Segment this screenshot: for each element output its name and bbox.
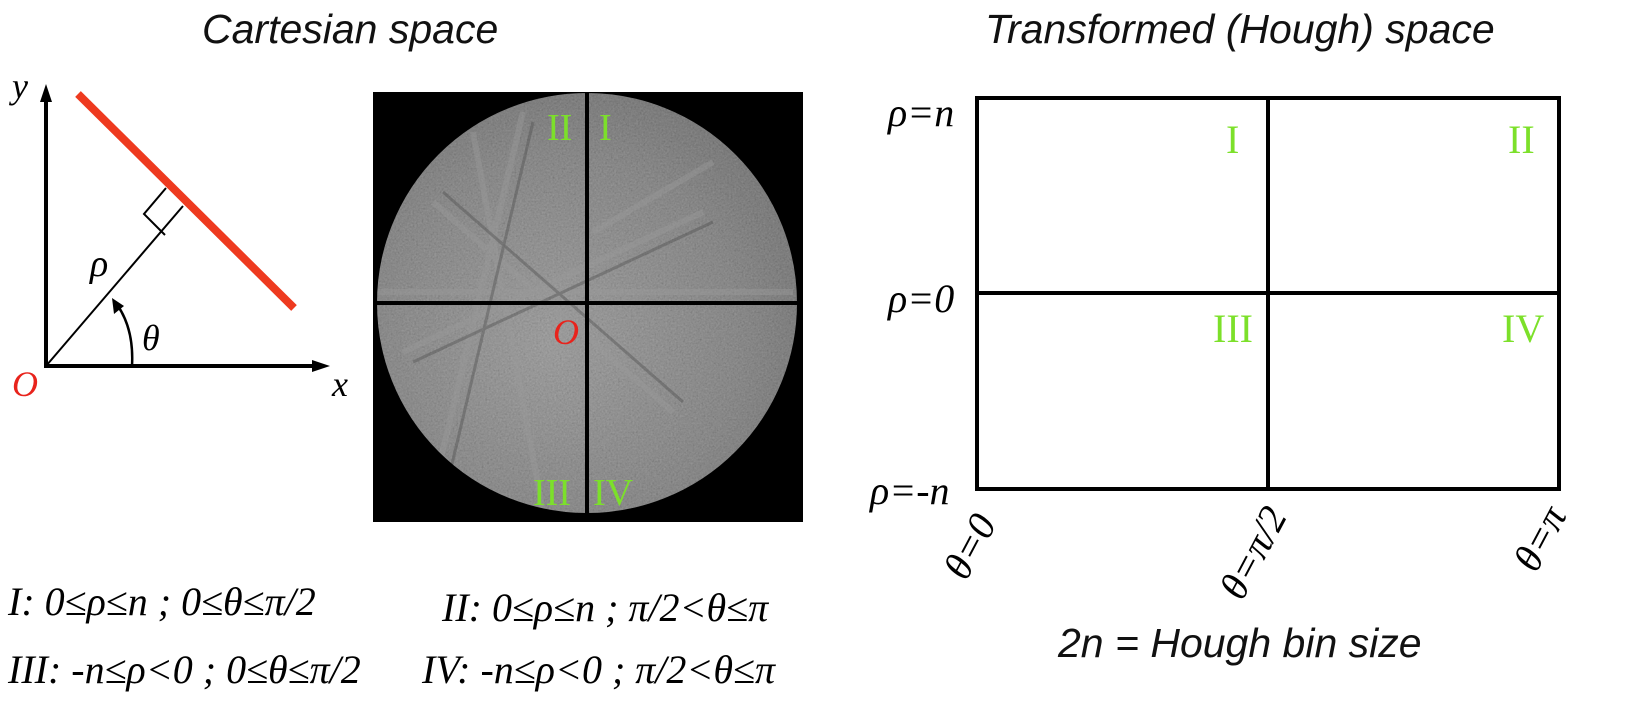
theta-arc xyxy=(116,305,134,367)
hough-quadrant-iv-label: IV xyxy=(1502,306,1544,351)
rho-minus-n-label: ρ=-n xyxy=(868,468,950,513)
quadrant-iv-formula: IV: -n≤ρ<0 ; π/2<θ≤π xyxy=(422,647,776,692)
theta-pi-label: θ=π xyxy=(1504,497,1575,578)
theta-half-pi-label: θ=π/2 xyxy=(1210,499,1296,606)
hough-quadrant-i-label: I xyxy=(1226,117,1239,162)
pattern-quadrant-ii-label: II xyxy=(547,107,572,149)
red-line xyxy=(75,91,297,311)
kikuchi-pattern-image: II I III IV O xyxy=(373,92,803,522)
pattern-quadrant-iii-label: III xyxy=(533,472,571,514)
rho-label: ρ xyxy=(89,243,108,285)
hough-bin-size-caption: 2n = Hough bin size xyxy=(1058,620,1422,666)
rho-zero-label: ρ=0 xyxy=(886,276,954,321)
hough-space-title: Transformed (Hough) space xyxy=(985,6,1495,52)
hough-quadrant-iii-label: III xyxy=(1213,306,1253,351)
pattern-quadrant-iv-label: IV xyxy=(593,472,634,514)
y-axis-arrow-icon xyxy=(40,84,52,102)
normal-rho-line xyxy=(45,205,184,367)
pattern-quadrant-i-label: I xyxy=(599,107,612,149)
quadrant-ii-formula: II: 0≤ρ≤n ; π/2<θ≤π xyxy=(442,585,769,630)
pattern-origin-label: O xyxy=(553,312,579,352)
cartesian-axes-diagram: y x O ρ θ xyxy=(9,70,348,400)
x-axis-arrow-icon xyxy=(312,360,330,372)
y-axis-label: y xyxy=(9,70,28,106)
cartesian-space-title: Cartesian space xyxy=(202,6,499,52)
quadrant-i-formula: I: 0≤ρ≤n ; 0≤θ≤π/2 xyxy=(8,579,316,624)
x-axis-label: x xyxy=(331,364,348,400)
quadrant-iii-formula: III: -n≤ρ<0 ; 0≤θ≤π/2 xyxy=(8,647,361,692)
theta-zero-label: θ=0 xyxy=(934,506,1005,586)
hough-space-grid: ρ=n ρ=0 ρ=-n θ=0 θ=π/2 θ=π I II III IV xyxy=(868,90,1576,606)
origin-label: O xyxy=(12,364,38,400)
hough-quadrant-ii-label: II xyxy=(1508,117,1535,162)
theta-arc-arrow-icon xyxy=(112,298,124,314)
rho-n-label: ρ=n xyxy=(886,90,954,135)
right-angle-marker xyxy=(142,187,167,236)
theta-label: θ xyxy=(142,318,160,358)
